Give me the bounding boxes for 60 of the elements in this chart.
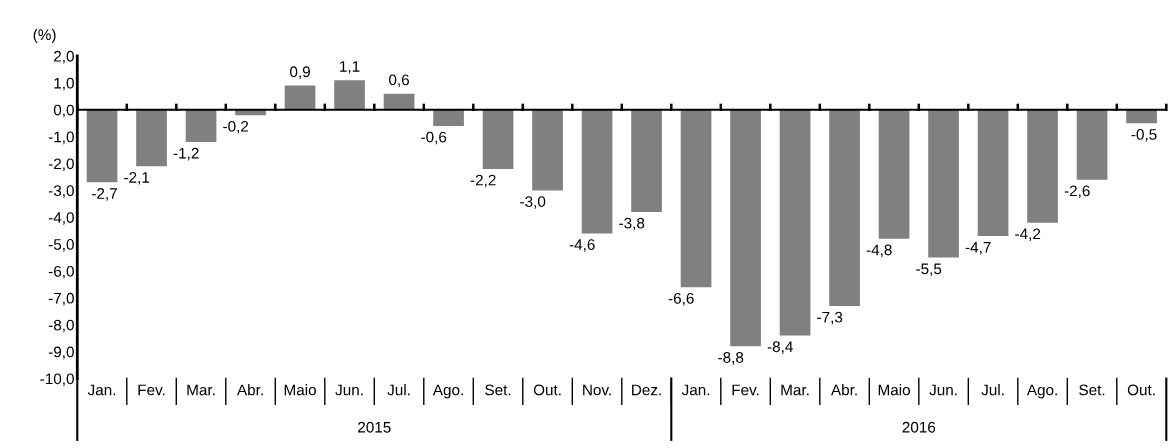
y-tick-label: -4,0 — [48, 212, 74, 225]
text: 2015 — [358, 421, 391, 433]
x-tick-label: Jun. — [929, 384, 957, 396]
x-tick-label: Abr. — [831, 384, 857, 396]
data-label: -0,6 — [421, 131, 447, 145]
y-tick-label: -10,0 — [40, 373, 74, 387]
data-label: -3,0 — [520, 196, 546, 209]
x-tick-label: Fev. — [732, 384, 759, 396]
x-tick-label: Jun. — [335, 384, 363, 396]
y-tick-label: -9,0 — [48, 346, 74, 360]
x-tick-label: Set. — [1079, 384, 1105, 396]
x-tick-label: Ago. — [1026, 384, 1057, 399]
data-label: 0,6 — [389, 74, 409, 88]
x-tick-label: Jan. — [87, 384, 116, 396]
y-tick-label: -1,0 — [48, 131, 74, 145]
data-label: 0,9 — [290, 66, 310, 79]
text: 2016 — [902, 421, 936, 433]
x-tick-label: Out. — [533, 384, 561, 396]
x-tick-label: Nov. — [583, 384, 611, 396]
y-tick-label: -2,0 — [48, 158, 74, 172]
data-label: -2,2 — [470, 174, 496, 188]
x-tick-label: Dez. — [632, 384, 661, 396]
data-label: -5,5 — [916, 263, 942, 276]
data-label: -7,3 — [817, 311, 843, 325]
data-label: -8,4 — [767, 341, 793, 354]
data-label: 1,1 — [340, 61, 360, 74]
data-label: -3,8 — [619, 217, 645, 231]
data-label: -2,1 — [124, 171, 150, 185]
data-label: -8,8 — [718, 352, 744, 365]
x-tick-label: Maio — [284, 384, 316, 396]
data-label: -4,2 — [1015, 228, 1041, 242]
y-tick-label: -7,0 — [48, 292, 74, 306]
data-label: -1,2 — [173, 147, 199, 161]
data-label: -0,5 — [1131, 128, 1157, 142]
y-tick-label: 0,0 — [53, 104, 74, 118]
x-tick-label: Ago. — [432, 384, 463, 399]
x-tick-label: Mar. — [781, 384, 809, 396]
x-tick-label: Maio — [878, 384, 910, 396]
y-axis-title: (%) — [33, 28, 56, 44]
x-tick-label: Jul. — [981, 384, 1004, 396]
data-label: -4,6 — [569, 239, 595, 252]
data-label: -2,7 — [92, 188, 117, 201]
x-tick-label: Out. — [1127, 384, 1155, 396]
data-label: -4,7 — [965, 242, 991, 255]
y-tick-label: -3,0 — [48, 185, 74, 198]
x-tick-label: Jul. — [387, 384, 410, 396]
y-tick-label: -8,0 — [48, 319, 74, 333]
x-tick-label: Abr. — [236, 384, 263, 396]
data-label: -4,8 — [866, 244, 892, 258]
data-label: -6,6 — [668, 292, 694, 306]
y-tick-label: 1,0 — [54, 77, 74, 91]
data-label: -0,2 — [223, 120, 249, 134]
x-tick-label: Fev. — [138, 384, 165, 396]
y-tick-label: -6,0 — [48, 265, 74, 279]
data-label: -2,6 — [1064, 185, 1090, 199]
x-tick-label: Set. — [485, 384, 511, 396]
y-tick-label: 2,0 — [54, 50, 74, 64]
y-tick-label: -5,0 — [48, 239, 74, 252]
x-tick-label: Mar. — [187, 384, 215, 396]
x-tick-label: Jan. — [681, 384, 710, 396]
